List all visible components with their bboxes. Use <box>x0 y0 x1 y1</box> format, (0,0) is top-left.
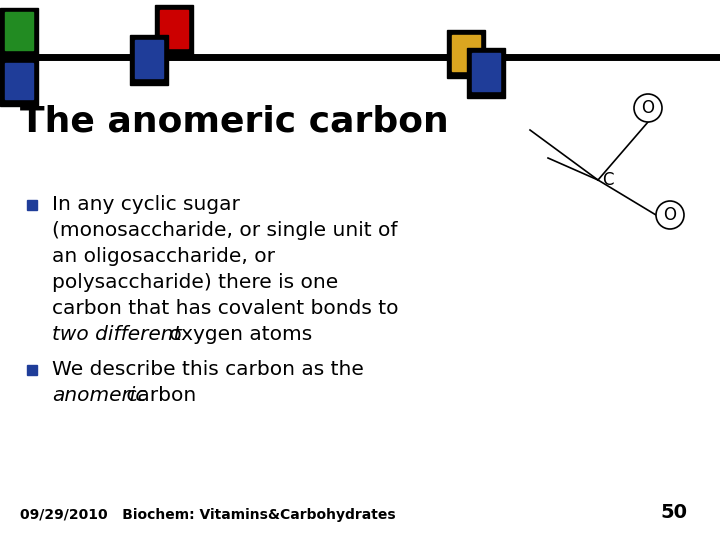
Text: (monosaccharide, or single unit of: (monosaccharide, or single unit of <box>52 221 397 240</box>
Bar <box>452 35 480 71</box>
Bar <box>467 48 505 98</box>
Text: O: O <box>642 99 654 117</box>
Text: carbon that has covalent bonds to: carbon that has covalent bonds to <box>52 299 398 318</box>
Bar <box>5 12 33 50</box>
Text: two different: two different <box>52 325 181 344</box>
Circle shape <box>634 94 662 122</box>
Bar <box>27 200 37 210</box>
Text: oxygen atoms: oxygen atoms <box>163 325 312 344</box>
Circle shape <box>656 201 684 229</box>
Bar <box>5 63 33 99</box>
Bar <box>447 30 485 78</box>
Text: C: C <box>602 171 613 189</box>
Text: polysaccharide) there is one: polysaccharide) there is one <box>52 273 338 292</box>
Bar <box>0 58 38 106</box>
Text: an oligosaccharide, or: an oligosaccharide, or <box>52 247 275 266</box>
Bar <box>155 5 193 55</box>
Text: The anomeric carbon: The anomeric carbon <box>20 105 449 139</box>
Text: 50: 50 <box>660 503 687 522</box>
Bar <box>160 10 188 48</box>
Text: 09/29/2010   Biochem: Vitamins&Carbohydrates: 09/29/2010 Biochem: Vitamins&Carbohydrat… <box>20 508 395 522</box>
Text: carbon: carbon <box>120 386 197 405</box>
Bar <box>0 8 38 58</box>
Bar <box>135 40 163 78</box>
Text: O: O <box>664 206 677 224</box>
Bar <box>27 365 37 375</box>
Bar <box>472 53 500 91</box>
Text: anomeric: anomeric <box>52 386 146 405</box>
Bar <box>130 35 168 85</box>
Text: In any cyclic sugar: In any cyclic sugar <box>52 195 240 214</box>
Text: We describe this carbon as the: We describe this carbon as the <box>52 360 364 379</box>
